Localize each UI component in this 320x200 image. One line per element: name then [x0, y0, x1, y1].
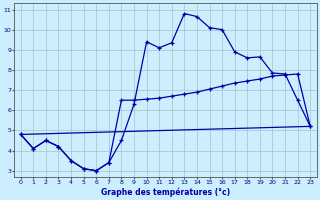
X-axis label: Graphe des températures (°c): Graphe des températures (°c) — [101, 187, 230, 197]
